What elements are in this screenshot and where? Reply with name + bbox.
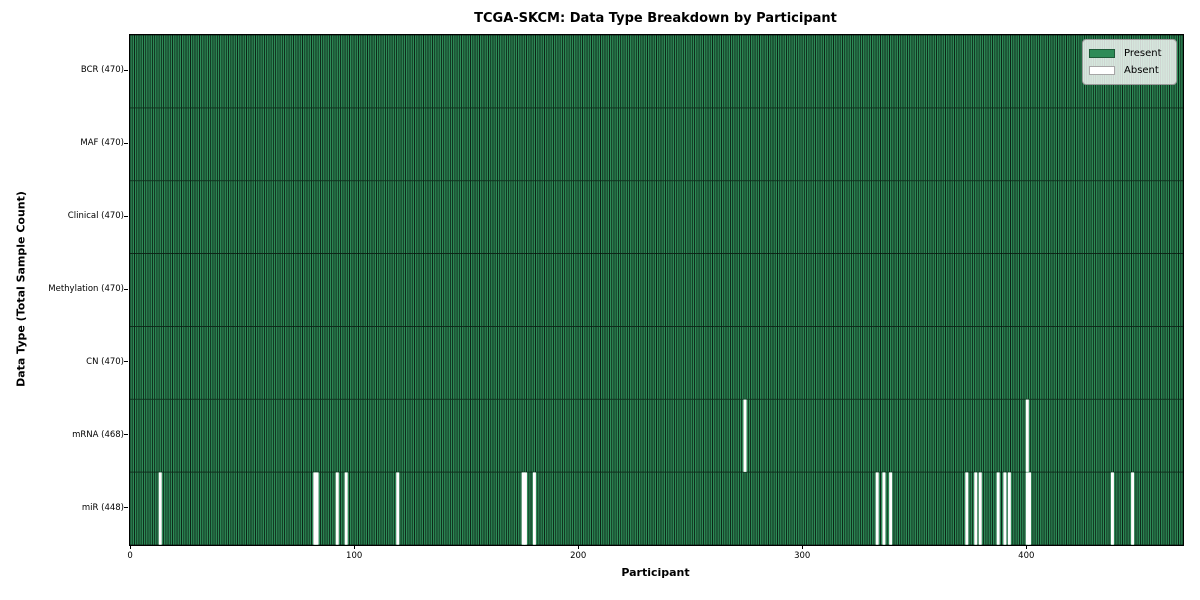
legend-item-present: Present [1089, 45, 1169, 62]
y-tick-mark [124, 434, 128, 436]
y-tick-mark [124, 142, 128, 144]
legend-item-absent: Absent [1089, 62, 1169, 79]
x-tick-label-200: 200 [570, 551, 587, 561]
x-tick-mark [802, 545, 804, 549]
y-tick-label-Methylation: Methylation (470) [48, 284, 124, 294]
chart-title: TCGA-SKCM: Data Type Breakdown by Partic… [474, 11, 837, 26]
x-tick-mark [354, 545, 356, 549]
legend-label-absent: Absent [1124, 65, 1159, 76]
x-tick-label-400: 400 [1018, 551, 1035, 561]
y-tick-label-CN: CN (470) [86, 356, 124, 367]
x-tick-label-0: 0 [127, 551, 133, 561]
y-tick-mark [124, 507, 128, 509]
x-tick-mark [130, 545, 132, 549]
x-tick-label-100: 100 [346, 551, 363, 561]
y-tick-label-mRNA: mRNA (468) [72, 429, 124, 440]
x-tick-label-300: 300 [794, 551, 811, 561]
legend: Present Absent [1082, 39, 1177, 85]
x-axis-label: Participant [621, 566, 690, 579]
y-tick-mark [124, 215, 128, 217]
y-tick-label-Clinical: Clinical (470) [67, 211, 124, 222]
y-tick-label-miR: miR (448) [81, 502, 124, 513]
y-tick-label-MAF: MAF (470) [80, 138, 124, 149]
y-tick-label-BCR: BCR (470) [80, 65, 124, 76]
y-tick-mark [124, 288, 128, 290]
heatmap-canvas [130, 35, 1183, 545]
y-tick-mark [124, 69, 128, 71]
x-tick-mark [1026, 545, 1028, 549]
absent-swatch-icon [1089, 66, 1115, 75]
plot-area [129, 34, 1184, 546]
legend-label-present: Present [1124, 48, 1162, 59]
y-tick-mark [124, 361, 128, 363]
present-swatch-icon [1089, 49, 1115, 58]
y-axis-label: Data Type (Total Sample Count) [14, 191, 28, 387]
x-tick-mark [578, 545, 580, 549]
